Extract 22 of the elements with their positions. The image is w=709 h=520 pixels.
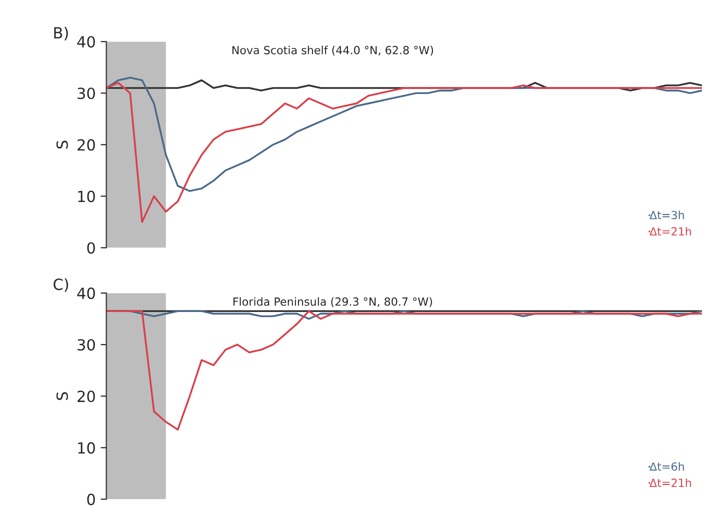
legend-label: Δt=21h [650,226,691,236]
y-tick-label: 40 [77,36,95,48]
y-tick-label: 0 [87,242,95,254]
legend-label: Δt=6h [650,462,684,471]
line-series [106,82,702,223]
y-tick-label: 40 [77,288,95,300]
y-tick-label: 30 [78,88,95,100]
legend-label: Δt=3h [650,210,684,220]
y-tick-label: 30 [78,339,95,351]
y-tick-label: 0 [87,494,95,506]
chart-title: B) [54,26,68,40]
y-axis-title: S [56,140,68,149]
legend-label: Δt=21h [650,478,691,487]
y-tick-label: 20 [78,390,95,402]
y-tick-label: 20 [78,139,95,151]
y-axis-title: S [56,392,68,400]
y-tick-label: 10 [78,442,95,454]
line-series [106,310,702,431]
chart-subtitle: Nova Scotia shelf (44.0 °N, 62.8 °W) [232,46,434,56]
y-tick-label: 10 [78,190,95,202]
chart-subtitle: Florida Peninsula (29.3 °N, 80.7 °W) [233,297,432,308]
chart-title: C) [54,278,68,292]
